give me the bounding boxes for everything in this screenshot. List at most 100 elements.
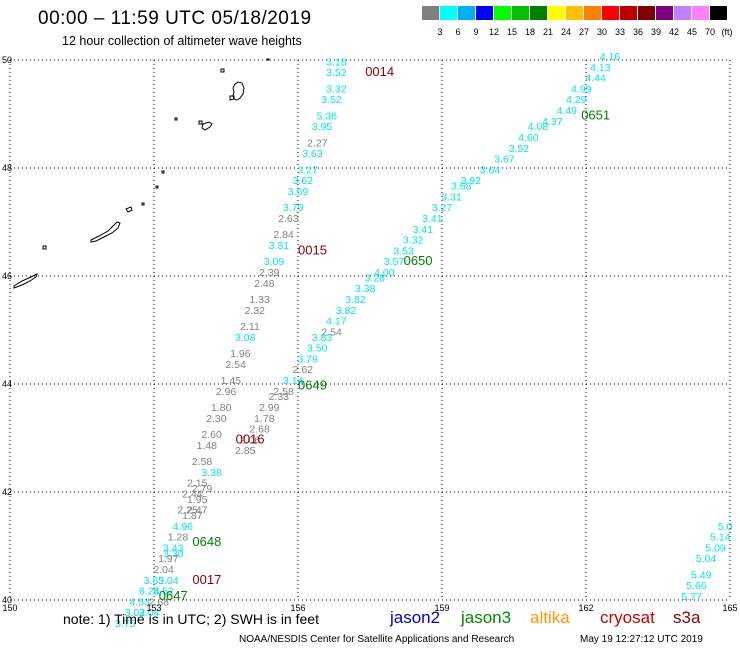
- legend-swatch: [530, 6, 547, 20]
- legend-swatch: [638, 6, 655, 20]
- lat-tick-label: 42: [2, 487, 12, 497]
- pass-id-label: 0648: [192, 534, 221, 549]
- island-8: [13, 273, 38, 289]
- pass-id-label: 0014: [365, 64, 394, 79]
- legend-swatch: [476, 6, 493, 20]
- legend-swatch: [458, 6, 475, 20]
- swh-value: 2.85: [235, 445, 256, 457]
- swh-value: 5.77: [681, 591, 702, 603]
- wave-height-labels: 3.183.523.323.525.363.952.273.633.273.62…: [115, 51, 733, 630]
- lat-tick-label: 44: [2, 379, 12, 389]
- swh-value: 3.30: [163, 548, 184, 560]
- legend-swatch: [566, 6, 583, 20]
- swh-value: 2.68: [249, 424, 270, 436]
- satellite-s3a: s3a: [673, 608, 701, 627]
- lon-tick-label: 156: [290, 603, 305, 613]
- lon-tick-label: 150: [2, 603, 17, 613]
- swh-value: 5.66: [686, 580, 707, 592]
- swh-value: 3.75: [115, 618, 136, 630]
- lat-tick-label: 46: [2, 271, 12, 281]
- swh-value: 3.09: [264, 256, 285, 268]
- map-title: 00:00 – 11:59 UTC 05/18/2019: [38, 8, 312, 29]
- map-subtitle: 12 hour collection of altimeter wave hei…: [62, 34, 302, 48]
- swh-value: 5.04: [696, 553, 717, 565]
- swh-value: 2.32: [245, 305, 266, 317]
- swh-value: 3.50: [307, 343, 328, 355]
- swh-value: 3.53: [393, 245, 414, 257]
- swh-value: 3.38: [201, 467, 222, 479]
- swh-value: 3.31: [441, 191, 462, 203]
- swh-value: 4.37: [542, 116, 563, 128]
- swh-value: 3.38: [355, 283, 376, 295]
- swh-value: 4.17: [326, 316, 347, 328]
- swh-value: 3.02: [125, 607, 146, 619]
- swh-value: 4.60: [518, 132, 539, 144]
- legend-swatch: [494, 6, 511, 20]
- swh-value: 1.28: [168, 532, 189, 544]
- swh-value: 4.16: [600, 51, 621, 63]
- swh-value: 3.32: [326, 83, 347, 95]
- legend-label: 27: [578, 27, 589, 37]
- legend-label: 18: [524, 27, 535, 37]
- swh-value: 2.54: [321, 326, 342, 338]
- legend-label: 9: [473, 27, 479, 37]
- satellite-jason3: jason3: [461, 608, 512, 627]
- swh-value: 4.49: [557, 105, 578, 117]
- pass-id-label: 0649: [298, 377, 327, 392]
- swh-value: 3.68: [451, 181, 472, 193]
- swh-value: 4.96: [173, 521, 194, 533]
- swh-value: 3.08: [235, 332, 256, 344]
- swh-value: 2.11: [240, 321, 260, 333]
- swh-value: 5.14: [710, 532, 731, 544]
- swh-value: 2.79: [192, 483, 213, 495]
- swh-value: 1.78: [254, 413, 275, 425]
- swh-value: 2.62: [293, 364, 314, 376]
- swh-value: 2.39: [259, 267, 280, 279]
- legend-swatch: [692, 6, 709, 20]
- swh-value: 1.80: [211, 402, 232, 414]
- swh-value: 2.25: [177, 505, 198, 517]
- legend-label: 36: [632, 27, 643, 37]
- swh-value: 2.60: [201, 429, 222, 441]
- island-13: [174, 117, 178, 121]
- swh-value: 2.47: [187, 505, 208, 517]
- pass-id-label: 0651: [581, 107, 610, 122]
- swh-value: 3.95: [312, 121, 333, 133]
- legend-label: 12: [488, 27, 499, 37]
- swh-value: 5.09: [705, 542, 726, 554]
- legend-swatch: [710, 6, 727, 20]
- coastline: [13, 58, 270, 289]
- swh-value: 2.06: [240, 434, 261, 446]
- swh-value: 1.48: [197, 440, 218, 452]
- legend-swatch: [620, 6, 637, 20]
- swh-value: 3.31: [269, 240, 290, 252]
- swh-value: 4.13: [590, 62, 611, 74]
- island-12: [141, 202, 145, 206]
- lat-tick-label: 40: [2, 595, 12, 605]
- legend-label: 39: [650, 27, 661, 37]
- legend-label: 24: [560, 27, 571, 37]
- swh-value: 5.36: [317, 110, 338, 122]
- swh-value: 2.33: [269, 391, 290, 403]
- satellite-altika: altika: [530, 608, 570, 627]
- swh-value: 3.82: [345, 294, 366, 306]
- satellite-cryosat: cryosat: [600, 608, 655, 627]
- swh-value: 3.28: [365, 272, 386, 284]
- swh-value: 3.79: [297, 353, 318, 365]
- swh-value: 2.27: [307, 137, 328, 149]
- swh-value: 2.84: [273, 229, 294, 241]
- pass-id-label: 0647: [159, 588, 188, 603]
- footer-note: note: 1) Time is in UTC; 2) SWH is in fe…: [63, 611, 319, 627]
- swh-value: 4.44: [585, 73, 606, 85]
- swh-value: 5.49: [691, 569, 712, 581]
- island-4: [198, 120, 203, 125]
- satellite-jason2: jason2: [390, 608, 441, 627]
- swh-value: 3.14: [283, 375, 304, 387]
- swh-value: 2.15: [187, 478, 208, 490]
- swh-value: 3.69: [288, 186, 309, 198]
- pass-id-label: 0016: [236, 431, 265, 446]
- island-9: [42, 245, 47, 250]
- pass-id-label: 0015: [298, 242, 327, 257]
